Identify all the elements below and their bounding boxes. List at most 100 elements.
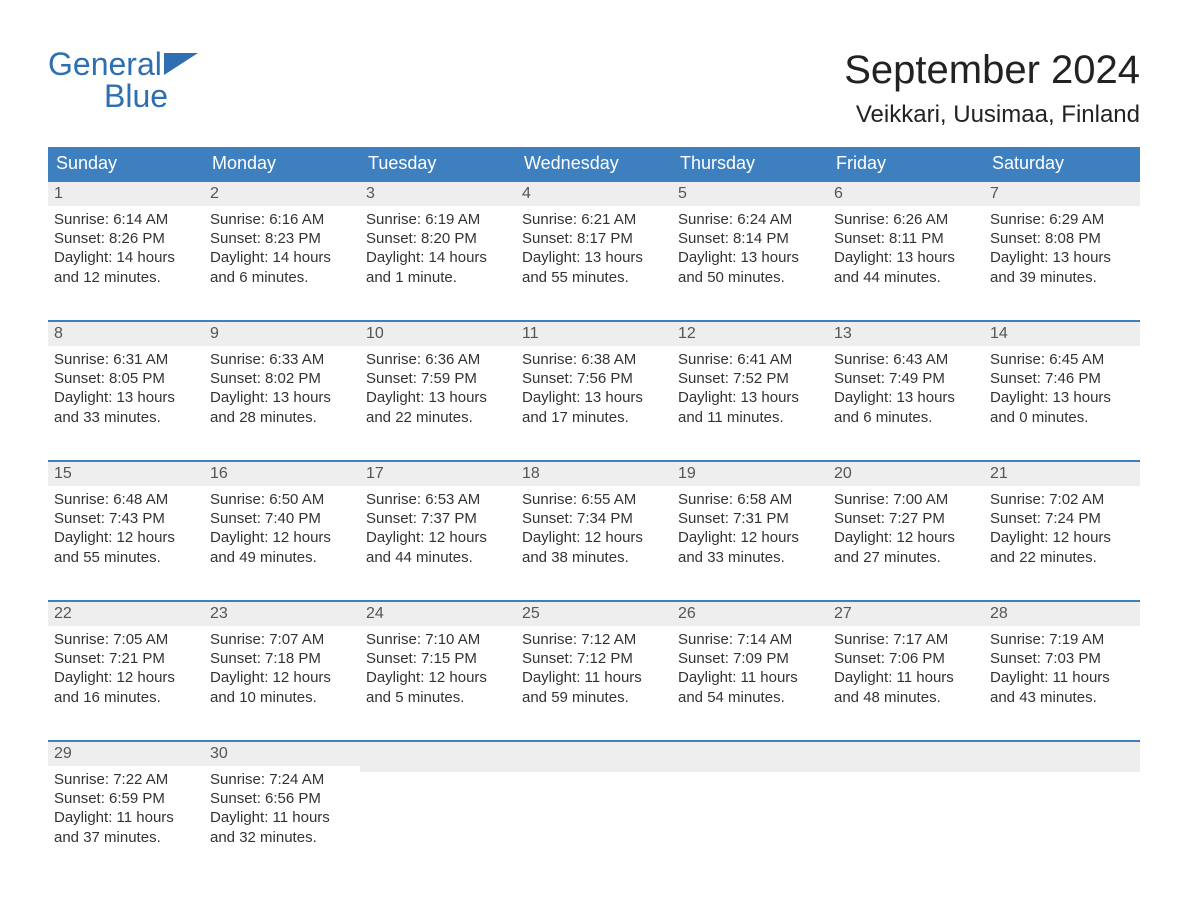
sunrise-text: Sunrise: 6:45 AM xyxy=(990,350,1134,369)
daylight-text-line1: Daylight: 13 hours xyxy=(834,388,978,407)
sunrise-text: Sunrise: 6:24 AM xyxy=(678,210,822,229)
daylight-text-line1: Daylight: 12 hours xyxy=(834,528,978,547)
day-body xyxy=(984,772,1140,858)
flag-icon xyxy=(164,53,198,80)
sunset-text: Sunset: 8:20 PM xyxy=(366,229,510,248)
day-cell: 13Sunrise: 6:43 AMSunset: 7:49 PMDayligh… xyxy=(828,322,984,430)
day-body: Sunrise: 6:33 AMSunset: 8:02 PMDaylight:… xyxy=(204,346,360,429)
day-number: 12 xyxy=(672,322,828,346)
daylight-text-line1: Daylight: 13 hours xyxy=(366,388,510,407)
day-cell: 17Sunrise: 6:53 AMSunset: 7:37 PMDayligh… xyxy=(360,462,516,570)
sunrise-text: Sunrise: 6:36 AM xyxy=(366,350,510,369)
weekday-header-cell: Wednesday xyxy=(516,147,672,180)
daylight-text-line2: and 6 minutes. xyxy=(834,408,978,427)
day-cell: 10Sunrise: 6:36 AMSunset: 7:59 PMDayligh… xyxy=(360,322,516,430)
day-cell: 1Sunrise: 6:14 AMSunset: 8:26 PMDaylight… xyxy=(48,182,204,290)
daylight-text-line1: Daylight: 11 hours xyxy=(210,808,354,827)
sunset-text: Sunset: 7:24 PM xyxy=(990,509,1134,528)
sunrise-text: Sunrise: 6:26 AM xyxy=(834,210,978,229)
day-cell: 6Sunrise: 6:26 AMSunset: 8:11 PMDaylight… xyxy=(828,182,984,290)
daylight-text-line1: Daylight: 11 hours xyxy=(990,668,1134,687)
month-title: September 2024 xyxy=(844,48,1140,93)
daylight-text-line2: and 10 minutes. xyxy=(210,688,354,707)
sunrise-text: Sunrise: 7:02 AM xyxy=(990,490,1134,509)
weekday-header-cell: Sunday xyxy=(48,147,204,180)
day-body: Sunrise: 7:07 AMSunset: 7:18 PMDaylight:… xyxy=(204,626,360,709)
sunrise-text: Sunrise: 6:29 AM xyxy=(990,210,1134,229)
day-number: 27 xyxy=(828,602,984,626)
daylight-text-line2: and 55 minutes. xyxy=(522,268,666,287)
daylight-text-line2: and 27 minutes. xyxy=(834,548,978,567)
day-cell: 26Sunrise: 7:14 AMSunset: 7:09 PMDayligh… xyxy=(672,602,828,710)
sunrise-text: Sunrise: 6:33 AM xyxy=(210,350,354,369)
daylight-text-line1: Daylight: 13 hours xyxy=(210,388,354,407)
week-row: 22Sunrise: 7:05 AMSunset: 7:21 PMDayligh… xyxy=(48,600,1140,710)
sunrise-text: Sunrise: 7:05 AM xyxy=(54,630,198,649)
day-number: 8 xyxy=(48,322,204,346)
day-body: Sunrise: 6:38 AMSunset: 7:56 PMDaylight:… xyxy=(516,346,672,429)
day-body: Sunrise: 7:14 AMSunset: 7:09 PMDaylight:… xyxy=(672,626,828,709)
sunrise-text: Sunrise: 6:58 AM xyxy=(678,490,822,509)
sunrise-text: Sunrise: 7:19 AM xyxy=(990,630,1134,649)
sunset-text: Sunset: 7:37 PM xyxy=(366,509,510,528)
day-cell: 22Sunrise: 7:05 AMSunset: 7:21 PMDayligh… xyxy=(48,602,204,710)
day-body: Sunrise: 7:00 AMSunset: 7:27 PMDaylight:… xyxy=(828,486,984,569)
day-body xyxy=(828,772,984,858)
daylight-text-line2: and 22 minutes. xyxy=(366,408,510,427)
day-cell: 23Sunrise: 7:07 AMSunset: 7:18 PMDayligh… xyxy=(204,602,360,710)
day-cell: 15Sunrise: 6:48 AMSunset: 7:43 PMDayligh… xyxy=(48,462,204,570)
day-body: Sunrise: 7:05 AMSunset: 7:21 PMDaylight:… xyxy=(48,626,204,709)
daylight-text-line2: and 33 minutes. xyxy=(54,408,198,427)
daylight-text-line2: and 50 minutes. xyxy=(678,268,822,287)
daylight-text-line2: and 22 minutes. xyxy=(990,548,1134,567)
day-number: 9 xyxy=(204,322,360,346)
daylight-text-line1: Daylight: 13 hours xyxy=(522,248,666,267)
day-number: 26 xyxy=(672,602,828,626)
day-body: Sunrise: 7:12 AMSunset: 7:12 PMDaylight:… xyxy=(516,626,672,709)
day-cell: 4Sunrise: 6:21 AMSunset: 8:17 PMDaylight… xyxy=(516,182,672,290)
sunset-text: Sunset: 7:31 PM xyxy=(678,509,822,528)
day-number: 21 xyxy=(984,462,1140,486)
week-row: 29Sunrise: 7:22 AMSunset: 6:59 PMDayligh… xyxy=(48,740,1140,858)
daylight-text-line1: Daylight: 11 hours xyxy=(522,668,666,687)
sunset-text: Sunset: 8:23 PM xyxy=(210,229,354,248)
day-body: Sunrise: 6:55 AMSunset: 7:34 PMDaylight:… xyxy=(516,486,672,569)
sunrise-text: Sunrise: 6:21 AM xyxy=(522,210,666,229)
daylight-text-line2: and 28 minutes. xyxy=(210,408,354,427)
day-number: 16 xyxy=(204,462,360,486)
sunset-text: Sunset: 7:59 PM xyxy=(366,369,510,388)
weekday-header-cell: Thursday xyxy=(672,147,828,180)
day-cell: 18Sunrise: 6:55 AMSunset: 7:34 PMDayligh… xyxy=(516,462,672,570)
weekday-header-cell: Friday xyxy=(828,147,984,180)
day-body xyxy=(516,772,672,858)
day-cell: 12Sunrise: 6:41 AMSunset: 7:52 PMDayligh… xyxy=(672,322,828,430)
sunset-text: Sunset: 8:02 PM xyxy=(210,369,354,388)
daylight-text-line1: Daylight: 13 hours xyxy=(678,248,822,267)
daylight-text-line2: and 32 minutes. xyxy=(210,828,354,847)
day-body: Sunrise: 6:48 AMSunset: 7:43 PMDaylight:… xyxy=(48,486,204,569)
day-body: Sunrise: 6:41 AMSunset: 7:52 PMDaylight:… xyxy=(672,346,828,429)
sunrise-text: Sunrise: 7:22 AM xyxy=(54,770,198,789)
daylight-text-line2: and 37 minutes. xyxy=(54,828,198,847)
empty-day-cell xyxy=(984,742,1140,858)
day-body: Sunrise: 6:50 AMSunset: 7:40 PMDaylight:… xyxy=(204,486,360,569)
day-number: 28 xyxy=(984,602,1140,626)
day-number: 5 xyxy=(672,182,828,206)
day-number xyxy=(516,742,672,772)
day-number: 18 xyxy=(516,462,672,486)
day-number: 24 xyxy=(360,602,516,626)
day-number: 25 xyxy=(516,602,672,626)
daylight-text-line2: and 55 minutes. xyxy=(54,548,198,567)
sunrise-text: Sunrise: 7:07 AM xyxy=(210,630,354,649)
sunset-text: Sunset: 7:46 PM xyxy=(990,369,1134,388)
title-block: September 2024 Veikkari, Uusimaa, Finlan… xyxy=(844,48,1140,129)
daylight-text-line2: and 17 minutes. xyxy=(522,408,666,427)
daylight-text-line1: Daylight: 12 hours xyxy=(990,528,1134,547)
day-cell: 16Sunrise: 6:50 AMSunset: 7:40 PMDayligh… xyxy=(204,462,360,570)
day-number: 17 xyxy=(360,462,516,486)
sunrise-text: Sunrise: 6:41 AM xyxy=(678,350,822,369)
week-row: 15Sunrise: 6:48 AMSunset: 7:43 PMDayligh… xyxy=(48,460,1140,570)
day-number: 1 xyxy=(48,182,204,206)
day-number: 15 xyxy=(48,462,204,486)
daylight-text-line1: Daylight: 13 hours xyxy=(990,248,1134,267)
